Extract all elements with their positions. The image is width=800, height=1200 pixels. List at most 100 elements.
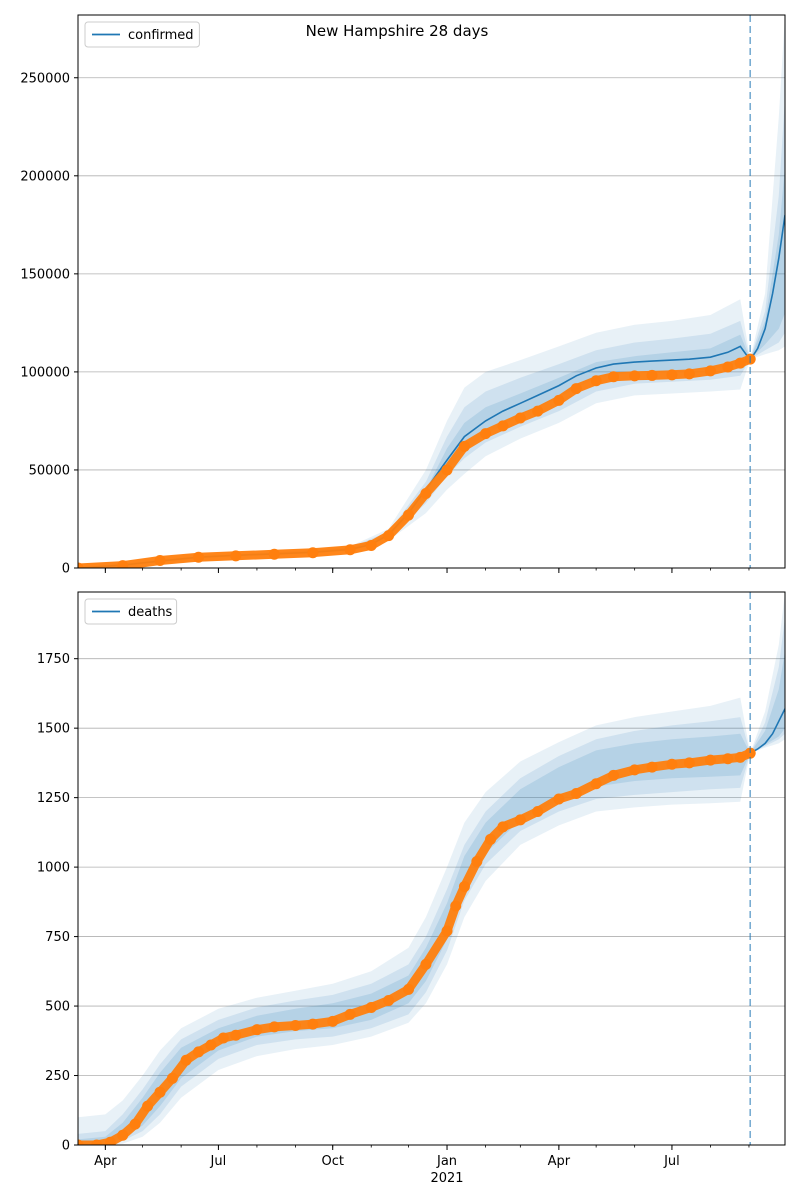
observed-point (458, 881, 470, 893)
observed-point (497, 821, 509, 833)
observed-point (722, 753, 734, 765)
observed-point (383, 994, 395, 1006)
observed-point (629, 764, 641, 776)
observed-point (646, 369, 658, 381)
observed-point (608, 371, 620, 383)
observed-point (666, 369, 678, 381)
observed-point (403, 983, 415, 995)
confidence-band-inner (78, 166, 785, 568)
observed-point (480, 428, 492, 440)
x-tick-label: Jul (210, 1154, 227, 1169)
y-tick-label: 200000 (20, 169, 70, 184)
observed-point (268, 548, 280, 560)
observed-point (704, 365, 716, 377)
x-tick-label: Oct (321, 1154, 343, 1169)
observed-point (91, 1139, 103, 1145)
observed-point (590, 375, 602, 387)
y-tick-label: 0 (62, 1139, 70, 1154)
observed-point (230, 550, 242, 562)
observed-point (646, 761, 658, 773)
legend: confirmed (84, 21, 200, 48)
observed-point (553, 793, 565, 805)
observed-point (268, 1021, 280, 1033)
observed-point (230, 1029, 242, 1041)
observed-point (683, 368, 695, 380)
observed-point (117, 560, 129, 568)
legend-label: confirmed (128, 28, 194, 43)
x-tick-label: Jan (436, 1154, 457, 1169)
observed-point (166, 1072, 178, 1084)
plot-area (78, 592, 785, 1145)
model-line (749, 708, 785, 754)
observed-point (458, 440, 470, 452)
observed-point (590, 778, 602, 790)
confirmed-panel: 0 50000 100000 150000 200000 250000 confirmed (20, 14, 786, 577)
chart-title: New Hampshire 28 days (306, 22, 489, 40)
observed-point (666, 758, 678, 770)
observed-point (570, 383, 582, 395)
observed-point (532, 405, 544, 417)
y-tick-label: 0 (62, 562, 70, 577)
observed-point (129, 1118, 141, 1130)
y-tick-label: 1500 (37, 722, 70, 737)
observed-point (403, 509, 415, 521)
observed-point (608, 769, 620, 781)
axes-frame (77, 14, 786, 569)
observed-point (365, 539, 377, 551)
y-tick-label: 1250 (37, 791, 70, 806)
y-tick-label: 750 (45, 930, 70, 945)
observed-point (154, 555, 166, 567)
observed-point (450, 900, 462, 912)
observed-point (570, 787, 582, 799)
observed-point (344, 544, 356, 556)
observed-point (217, 1032, 229, 1044)
legend-box (84, 21, 200, 48)
y-tick-label: 1750 (37, 652, 70, 667)
y-tick-label: 250 (45, 1069, 70, 1084)
x-year-label: 2021 (430, 1171, 463, 1186)
observed-point (193, 1046, 205, 1058)
confidence-band-middle (78, 617, 785, 1145)
observed-point (205, 1039, 217, 1051)
x-tick-label: Apr (94, 1154, 117, 1169)
observed-point (514, 814, 526, 826)
observed-point (365, 1001, 377, 1013)
observed-point (420, 958, 432, 970)
observed-point (485, 833, 497, 845)
y-tick-label: 250000 (20, 71, 70, 86)
confidence-band-outer (78, 592, 785, 1145)
observed-point (441, 925, 453, 937)
observed-point (629, 370, 641, 382)
observed-point (307, 547, 319, 559)
x-tick-label: Apr (548, 1154, 571, 1169)
observed-point (193, 551, 205, 563)
plot-area (78, 15, 785, 568)
observed-point (383, 530, 395, 542)
observed-point (734, 751, 746, 763)
observed-point (497, 420, 509, 432)
y-tick-label: 100000 (20, 365, 70, 380)
legend-label: deaths (128, 605, 173, 620)
observed-point (532, 806, 544, 818)
x-tick-label: Jul (663, 1154, 680, 1169)
confidence-band-outer (78, 15, 785, 568)
legend-box (84, 598, 178, 625)
observed-point (307, 1018, 319, 1030)
observed-point (180, 1054, 192, 1066)
deaths-panel: 0 250 500 750 1000 1250 1500 1750 Apr Jul Oct Jan Ap… (37, 591, 786, 1186)
observed-point (704, 754, 716, 766)
observed-point (289, 1020, 301, 1032)
observed-point (117, 1129, 129, 1141)
observed-point (78, 562, 84, 568)
observed-point (420, 487, 432, 499)
observed-point (722, 361, 734, 373)
observed-point (683, 757, 695, 769)
observed-point (142, 1100, 154, 1112)
axes-frame (77, 591, 786, 1146)
observed-point (251, 1024, 263, 1036)
observed-point (471, 856, 483, 868)
observed-point (744, 747, 756, 759)
observed-point (78, 1139, 84, 1145)
y-tick-label: 50000 (29, 463, 70, 478)
